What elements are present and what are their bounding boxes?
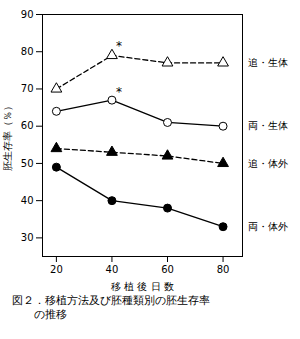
svg-text:20: 20: [50, 264, 63, 275]
svg-text:50: 50: [21, 158, 34, 169]
svg-text:90: 90: [21, 9, 34, 20]
svg-text:40: 40: [106, 264, 119, 275]
svg-text:*: *: [116, 39, 122, 53]
svg-text:60: 60: [21, 120, 34, 131]
svg-text:80: 80: [21, 46, 34, 57]
svg-text:両・体外: 両・体外: [248, 221, 288, 232]
html-text:図２．移植方法及び胚種類別の胚生存率: 図２．移植方法及び胚種類別の胚生存率: [12, 294, 210, 307]
svg-text:胚生存率（％）: 胚生存率（％）: [2, 101, 13, 171]
svg-text:*: *: [116, 85, 122, 99]
svg-text:70: 70: [21, 83, 34, 94]
svg-text:移 植 後 日 数: 移 植 後 日 数: [111, 281, 174, 292]
svg-text:80: 80: [217, 264, 230, 275]
html-text:の推移: の推移: [12, 308, 67, 321]
svg-text:30: 30: [21, 232, 34, 243]
svg-text:60: 60: [161, 264, 174, 275]
svg-text:追・体外: 追・体外: [248, 158, 288, 169]
svg-text:追・生体: 追・生体: [248, 57, 288, 68]
svg-text:両・生体: 両・生体: [248, 120, 288, 131]
svg-text:40: 40: [21, 195, 34, 206]
